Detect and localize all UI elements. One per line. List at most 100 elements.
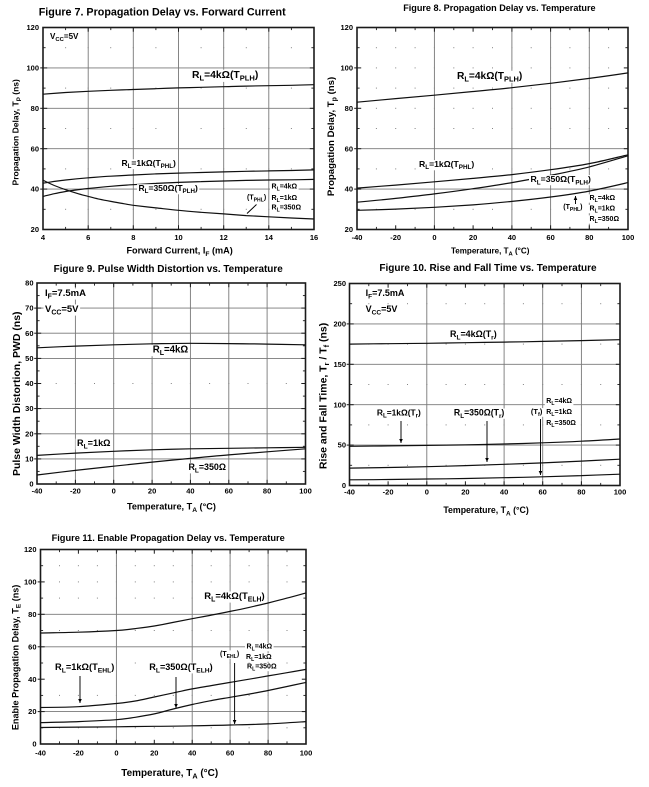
svg-text:100: 100 bbox=[622, 233, 635, 242]
svg-text:40: 40 bbox=[186, 487, 194, 496]
svg-text:80: 80 bbox=[263, 487, 271, 496]
svg-text:Figure 11. Enable Propagation: Figure 11. Enable Propagation Delay vs. … bbox=[52, 533, 285, 543]
svg-text:0: 0 bbox=[342, 481, 346, 490]
svg-text:100: 100 bbox=[614, 488, 627, 497]
svg-text:60: 60 bbox=[546, 233, 554, 242]
svg-text:VCC​=5V: VCC​=5V bbox=[50, 32, 79, 43]
svg-text:10: 10 bbox=[25, 455, 33, 464]
svg-text:80: 80 bbox=[25, 279, 33, 288]
svg-text:100: 100 bbox=[299, 487, 312, 496]
svg-text:VCC​=5V: VCC​=5V bbox=[366, 304, 398, 316]
svg-text:IF​=7.5mA: IF​=7.5mA bbox=[45, 288, 86, 301]
svg-text:100: 100 bbox=[26, 64, 39, 73]
svg-text:(TEHL​): (TEHL​) bbox=[220, 651, 239, 660]
svg-text:80: 80 bbox=[577, 488, 585, 497]
svg-text:0: 0 bbox=[29, 480, 33, 489]
svg-text:100: 100 bbox=[333, 400, 346, 409]
svg-text:40: 40 bbox=[508, 233, 516, 242]
svg-text:12: 12 bbox=[220, 233, 228, 242]
svg-text:RL​=1kΩ: RL​=1kΩ bbox=[546, 409, 572, 418]
svg-text:RL​=4kΩ(Tr​): RL​=4kΩ(Tr​) bbox=[450, 329, 497, 341]
svg-text:40: 40 bbox=[500, 488, 508, 497]
svg-text:60: 60 bbox=[25, 329, 33, 338]
svg-text:Rise and Fall Time, Tr​ / Tf​: Rise and Fall Time, Tr​ / Tf​ (ns) bbox=[318, 323, 331, 469]
svg-text:120: 120 bbox=[26, 23, 39, 32]
svg-text:RL​=350Ω: RL​=350Ω bbox=[590, 216, 620, 225]
svg-text:50: 50 bbox=[25, 354, 33, 363]
svg-text:RL​=4kΩ(TELH​): RL​=4kΩ(TELH​) bbox=[204, 590, 264, 604]
svg-text:(TPHL​): (TPHL​) bbox=[247, 195, 266, 204]
svg-text:20: 20 bbox=[469, 233, 477, 242]
svg-text:RL​=4kΩ: RL​=4kΩ bbox=[153, 345, 189, 358]
svg-text:Propagation Delay, TP​ (ns): Propagation Delay, TP​ (ns) bbox=[11, 79, 23, 186]
svg-text:RL​=1kΩ(Tr​): RL​=1kΩ(Tr​) bbox=[377, 408, 421, 420]
svg-text:Figure 8. Propagation Delay vs: Figure 8. Propagation Delay vs. Temperat… bbox=[403, 3, 595, 13]
svg-text:60: 60 bbox=[539, 488, 547, 497]
svg-text:100: 100 bbox=[300, 749, 313, 758]
svg-text:40: 40 bbox=[31, 185, 39, 194]
svg-text:100: 100 bbox=[340, 64, 353, 73]
svg-text:60: 60 bbox=[225, 487, 233, 496]
svg-text:(TPHL​): (TPHL​) bbox=[563, 204, 582, 213]
svg-text:VCC​=5V: VCC​=5V bbox=[45, 304, 79, 317]
svg-text:14: 14 bbox=[265, 233, 274, 242]
svg-text:RL​=1kΩ: RL​=1kΩ bbox=[590, 206, 616, 215]
svg-text:-20: -20 bbox=[70, 487, 81, 496]
svg-text:60: 60 bbox=[31, 144, 39, 153]
svg-text:30: 30 bbox=[25, 404, 33, 413]
svg-text:120: 120 bbox=[24, 545, 37, 554]
svg-text:0: 0 bbox=[432, 233, 436, 242]
svg-text:20: 20 bbox=[31, 225, 39, 234]
svg-text:50: 50 bbox=[338, 441, 346, 450]
svg-text:RL​=4kΩ: RL​=4kΩ bbox=[546, 398, 572, 407]
svg-text:RL​=350Ω(TPLH​): RL​=350Ω(TPLH​) bbox=[139, 183, 198, 195]
svg-text:Temperature, TA​ (°C): Temperature, TA​ (°C) bbox=[451, 247, 530, 258]
svg-text:RL​=350Ω(TELH​): RL​=350Ω(TELH​) bbox=[149, 662, 212, 674]
svg-text:80: 80 bbox=[28, 610, 36, 619]
svg-text:-40: -40 bbox=[344, 488, 355, 497]
svg-text:4: 4 bbox=[41, 233, 46, 242]
svg-text:-20: -20 bbox=[390, 233, 401, 242]
svg-text:80: 80 bbox=[345, 104, 353, 113]
svg-text:80: 80 bbox=[264, 749, 272, 758]
svg-text:RL​=1kΩ(TPHL​): RL​=1kΩ(TPHL​) bbox=[419, 159, 474, 171]
svg-text:Temperature, TA​ (°C): Temperature, TA​ (°C) bbox=[443, 505, 529, 517]
svg-text:-40: -40 bbox=[32, 487, 43, 496]
svg-text:Pulse Width Distortion, PWD (n: Pulse Width Distortion, PWD (ns) bbox=[12, 311, 23, 476]
svg-text:RL​=4kΩ: RL​=4kΩ bbox=[590, 195, 616, 204]
svg-text:Enable Propagation Delay, TE​: Enable Propagation Delay, TE​ (ns) bbox=[10, 585, 22, 731]
svg-text:150: 150 bbox=[333, 360, 346, 369]
svg-text:RL​=4kΩ(TPLH​): RL​=4kΩ(TPLH​) bbox=[192, 70, 258, 83]
svg-text:-20: -20 bbox=[383, 488, 394, 497]
svg-text:40: 40 bbox=[345, 185, 353, 194]
svg-text:60: 60 bbox=[28, 642, 36, 651]
svg-text:RL​=1kΩ: RL​=1kΩ bbox=[246, 654, 272, 663]
svg-text:Temperature, TA​ (°C): Temperature, TA​ (°C) bbox=[121, 768, 218, 781]
svg-text:RL​=350Ω: RL​=350Ω bbox=[272, 205, 302, 214]
svg-text:60: 60 bbox=[345, 144, 353, 153]
svg-text:120: 120 bbox=[340, 23, 353, 32]
svg-text:20: 20 bbox=[25, 429, 33, 438]
svg-text:Figure 7. Propagation Delay vs: Figure 7. Propagation Delay vs. Forward … bbox=[39, 7, 286, 19]
svg-text:(Tf​): (Tf​) bbox=[531, 407, 543, 418]
svg-text:250: 250 bbox=[333, 279, 346, 288]
svg-text:Propagation Delay, Tp​ (ns): Propagation Delay, Tp​ (ns) bbox=[326, 77, 339, 196]
svg-text:40: 40 bbox=[28, 675, 36, 684]
svg-text:0: 0 bbox=[32, 740, 36, 749]
svg-text:10: 10 bbox=[174, 233, 182, 242]
svg-text:40: 40 bbox=[188, 749, 196, 758]
svg-text:6: 6 bbox=[86, 233, 90, 242]
svg-text:0: 0 bbox=[112, 487, 116, 496]
svg-text:0: 0 bbox=[114, 749, 118, 758]
svg-text:-40: -40 bbox=[352, 233, 363, 242]
svg-text:8: 8 bbox=[131, 233, 135, 242]
svg-text:-40: -40 bbox=[35, 749, 46, 758]
svg-text:Forward Current, IF​ (mA): Forward Current, IF​ (mA) bbox=[126, 246, 232, 258]
svg-text:IF​=7.5mA: IF​=7.5mA bbox=[366, 288, 405, 300]
svg-text:RL​=1kΩ: RL​=1kΩ bbox=[77, 438, 110, 450]
svg-text:100: 100 bbox=[24, 578, 37, 587]
svg-text:80: 80 bbox=[585, 233, 593, 242]
svg-text:0: 0 bbox=[425, 488, 429, 497]
svg-text:RL​=1kΩ(TEHL​): RL​=1kΩ(TEHL​) bbox=[55, 662, 114, 674]
svg-text:RL​=350Ω(Tr​): RL​=350Ω(Tr​) bbox=[454, 408, 505, 420]
